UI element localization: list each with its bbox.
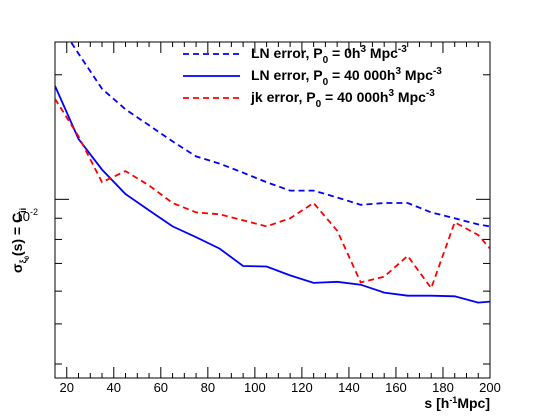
x-tick-label: 100 [244,380,266,395]
series-line-2 [55,85,490,304]
x-tick-label: 200 [479,380,501,395]
x-tick-label: 140 [338,380,360,395]
x-axis-ticks: 20 40 60 80 100 120 140 160 180 200 [60,42,501,395]
x-tick-label: 40 [107,380,121,395]
y-axis-label: σξ0(s) = Cii [9,208,31,273]
series-line-3 [55,98,490,291]
x-tick-label: 160 [385,380,407,395]
legend-entry: jk error, P0 = 40 000h3 Mpc-3 [250,88,435,110]
y-tick-label-major: 10-2 [16,207,38,224]
x-axis-label: s [h-1Mpc] [424,395,490,411]
legend: LN error, P0 = 0h3 Mpc-3LN error, P0 = 4… [183,44,442,110]
legend-entry: LN error, P0 = 40 000h3 Mpc-3 [251,66,442,88]
y-axis-ticks [55,74,490,365]
x-tick-label: 120 [291,380,313,395]
x-tick-label: 180 [432,380,454,395]
legend-entry: LN error, P0 = 0h3 Mpc-3 [251,44,407,66]
plot-frame [54,41,491,379]
series-layer [55,42,490,304]
series-line-1 [69,42,490,228]
x-tick-label: 60 [154,380,168,395]
x-tick-label: 80 [201,380,215,395]
x-tick-label: 20 [60,380,74,395]
